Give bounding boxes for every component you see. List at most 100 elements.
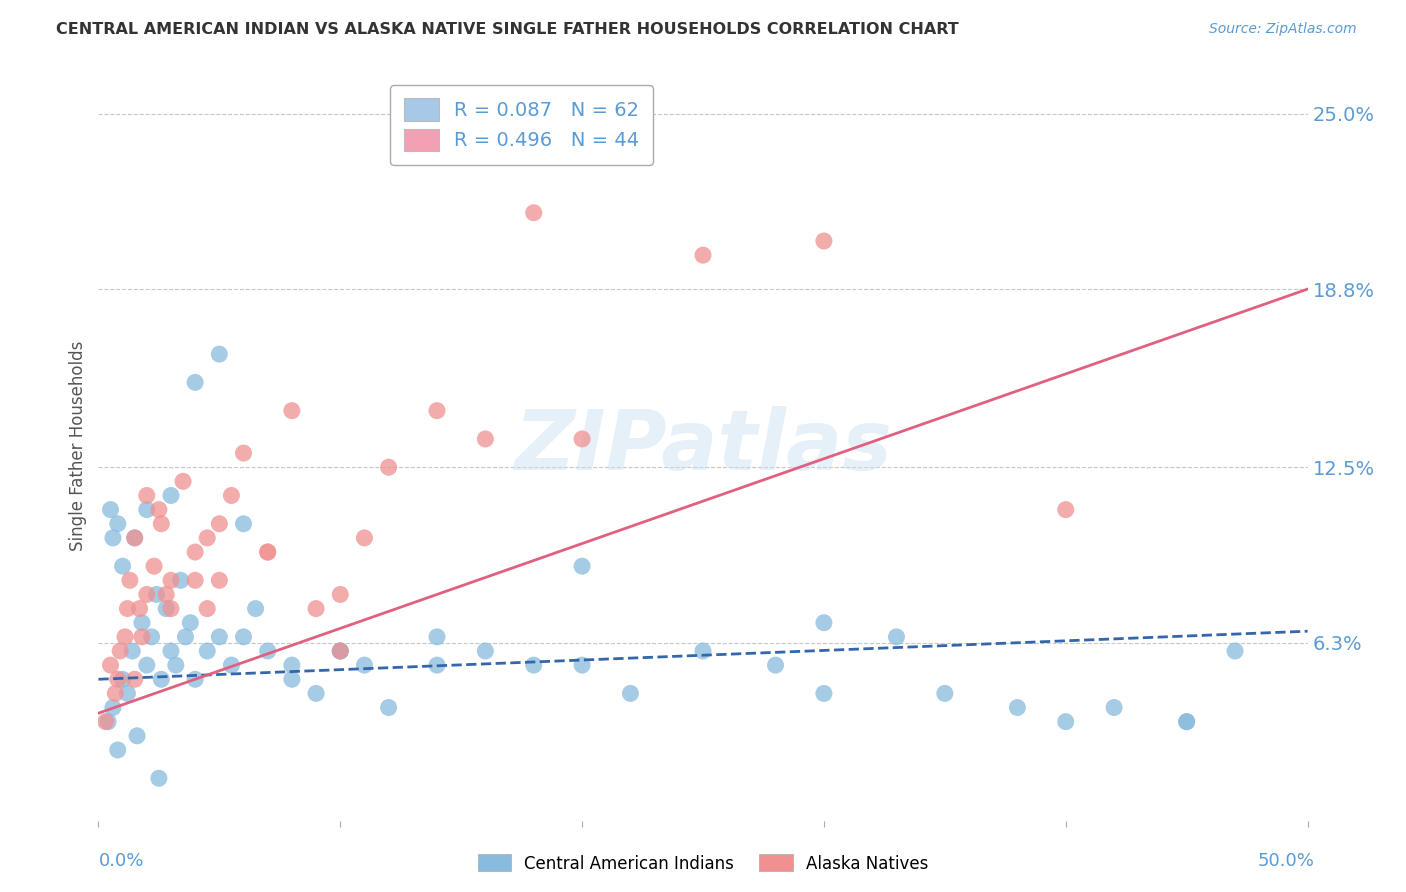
- Point: [172, 475, 194, 489]
- Point: [813, 686, 835, 700]
- Point: [571, 658, 593, 673]
- Point: [174, 630, 197, 644]
- Point: [184, 545, 207, 559]
- Point: [124, 673, 146, 687]
- Legend: R = 0.087   N = 62, R = 0.496   N = 44: R = 0.087 N = 62, R = 0.496 N = 44: [391, 85, 652, 165]
- Y-axis label: Single Father Households: Single Father Households: [69, 341, 87, 551]
- Point: [100, 658, 122, 673]
- Point: [426, 630, 449, 644]
- Point: [160, 644, 183, 658]
- Text: 0.0%: 0.0%: [98, 852, 143, 870]
- Point: [107, 516, 129, 531]
- Point: [179, 615, 201, 630]
- Point: [474, 432, 496, 446]
- Point: [692, 644, 714, 658]
- Text: ZIPatlas: ZIPatlas: [515, 406, 891, 486]
- Point: [160, 601, 183, 615]
- Point: [150, 673, 173, 687]
- Point: [94, 714, 117, 729]
- Point: [377, 700, 399, 714]
- Point: [184, 574, 207, 588]
- Text: CENTRAL AMERICAN INDIAN VS ALASKA NATIVE SINGLE FATHER HOUSEHOLDS CORRELATION CH: CENTRAL AMERICAN INDIAN VS ALASKA NATIVE…: [56, 22, 959, 37]
- Point: [232, 630, 254, 644]
- Point: [281, 673, 304, 687]
- Point: [377, 460, 399, 475]
- Point: [165, 658, 187, 673]
- Point: [256, 545, 278, 559]
- Point: [426, 403, 449, 417]
- Point: [1102, 700, 1125, 714]
- Point: [934, 686, 956, 700]
- Point: [97, 714, 120, 729]
- Point: [124, 531, 146, 545]
- Point: [117, 686, 139, 700]
- Point: [148, 771, 170, 785]
- Point: [353, 531, 375, 545]
- Point: [1054, 714, 1077, 729]
- Point: [886, 630, 908, 644]
- Text: Source: ZipAtlas.com: Source: ZipAtlas.com: [1209, 22, 1357, 37]
- Point: [141, 630, 163, 644]
- Point: [221, 488, 243, 502]
- Point: [208, 574, 231, 588]
- Point: [111, 673, 134, 687]
- Point: [571, 432, 593, 446]
- Point: [131, 615, 153, 630]
- Point: [1223, 644, 1246, 658]
- Point: [232, 446, 254, 460]
- Point: [121, 644, 143, 658]
- Point: [135, 658, 157, 673]
- Point: [160, 488, 183, 502]
- Point: [169, 574, 191, 588]
- Point: [523, 205, 546, 219]
- Point: [101, 700, 124, 714]
- Point: [155, 601, 177, 615]
- Point: [155, 587, 177, 601]
- Point: [281, 403, 304, 417]
- Point: [281, 658, 304, 673]
- Point: [114, 630, 136, 644]
- Text: 50.0%: 50.0%: [1258, 852, 1315, 870]
- Point: [329, 587, 352, 601]
- Point: [184, 376, 207, 390]
- Point: [619, 686, 641, 700]
- Point: [124, 531, 146, 545]
- Point: [107, 673, 129, 687]
- Point: [208, 630, 231, 644]
- Point: [305, 686, 328, 700]
- Point: [127, 729, 149, 743]
- Point: [1175, 714, 1198, 729]
- Point: [765, 658, 787, 673]
- Point: [208, 347, 231, 361]
- Point: [208, 516, 231, 531]
- Point: [1007, 700, 1029, 714]
- Point: [160, 574, 183, 588]
- Point: [245, 601, 267, 615]
- Legend: Central American Indians, Alaska Natives: Central American Indians, Alaska Natives: [471, 847, 935, 880]
- Point: [195, 644, 218, 658]
- Point: [329, 644, 352, 658]
- Point: [135, 502, 157, 516]
- Point: [135, 587, 157, 601]
- Point: [111, 559, 134, 574]
- Point: [692, 248, 714, 262]
- Point: [329, 644, 352, 658]
- Point: [1054, 502, 1077, 516]
- Point: [353, 658, 375, 673]
- Point: [135, 488, 157, 502]
- Point: [184, 673, 207, 687]
- Point: [128, 601, 150, 615]
- Point: [107, 743, 129, 757]
- Point: [131, 630, 153, 644]
- Point: [1175, 714, 1198, 729]
- Point: [101, 531, 124, 545]
- Point: [232, 516, 254, 531]
- Point: [813, 615, 835, 630]
- Point: [221, 658, 243, 673]
- Point: [104, 686, 127, 700]
- Point: [571, 559, 593, 574]
- Point: [329, 644, 352, 658]
- Point: [100, 502, 122, 516]
- Point: [117, 601, 139, 615]
- Point: [426, 658, 449, 673]
